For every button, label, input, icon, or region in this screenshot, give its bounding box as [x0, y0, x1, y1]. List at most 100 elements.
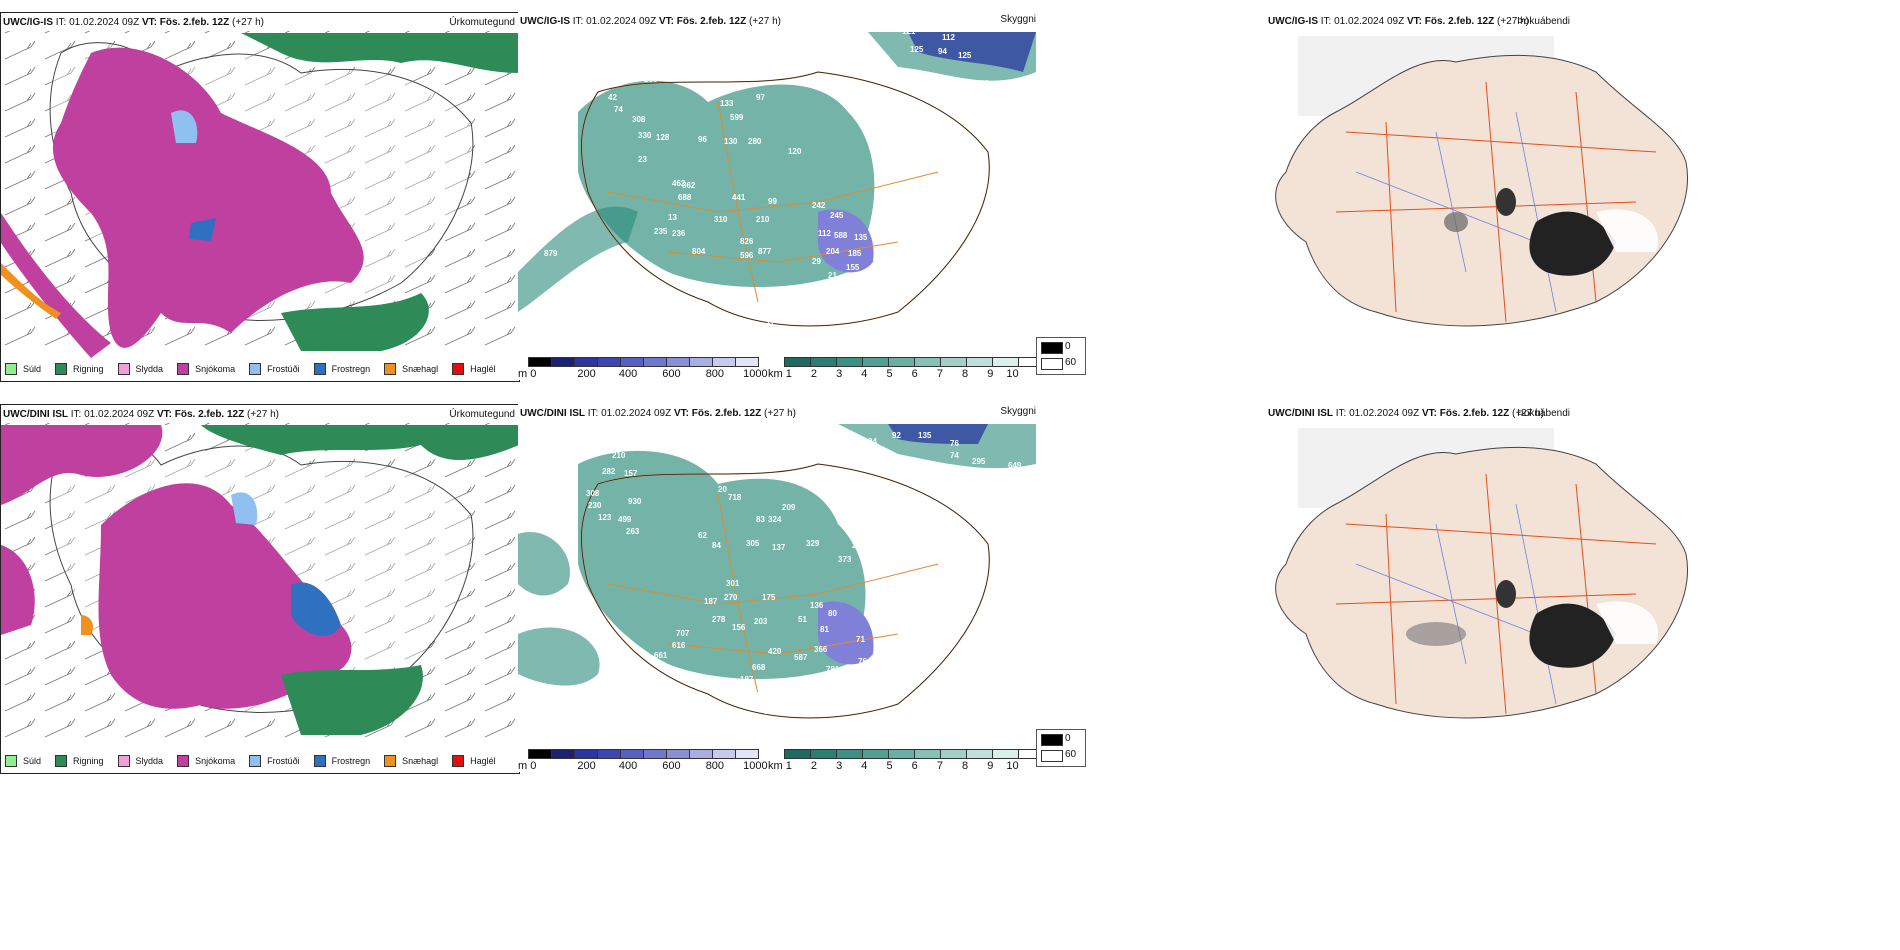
map-value: 330	[638, 131, 652, 140]
map-value: 203	[754, 617, 768, 626]
map-value: 84	[764, 707, 773, 716]
map-value: 804	[692, 247, 706, 256]
map-value: 29	[812, 257, 821, 266]
map-value: 62	[698, 531, 707, 540]
map-value: 848	[598, 441, 612, 450]
map-value: 137	[772, 543, 786, 552]
map-value: 156	[732, 623, 746, 632]
cloud-base-colorbar	[528, 749, 759, 759]
cloud-base-labels: 848 24 92 135 76 74 295 649 210 282 157 …	[558, 431, 1022, 716]
panel-title: UWC/DINI ISL IT: 01.02.2024 09Z VT: Fös.…	[520, 408, 796, 419]
panel-title: UWC/IG-IS IT: 01.02.2024 09Z VT: Fös. 2.…	[3, 17, 264, 28]
panel-title: UWC/DINI ISL IT: 01.02.2024 09Z VT: Fös.…	[1268, 408, 1544, 419]
map-value: 81	[820, 625, 829, 634]
map-value: 280	[748, 137, 762, 146]
map-value: 83	[756, 515, 765, 524]
map-value: 135	[854, 233, 868, 242]
visibility-ticks: km 1 2 3 4 5 6 7 8 9 10	[768, 760, 1019, 772]
precip-map	[1, 31, 519, 358]
panel-type-label: Skyggni	[1000, 14, 1036, 25]
map-value: 187	[740, 675, 754, 684]
map-value: 210	[756, 215, 770, 224]
fog-legend: 0 60	[1036, 729, 1086, 767]
map-value: 649	[1008, 461, 1022, 470]
map-value: 688	[678, 193, 692, 202]
map-value: 373	[838, 555, 852, 564]
map-value: 123	[598, 513, 612, 522]
map-value: 263	[626, 527, 640, 536]
map-value: 366	[814, 645, 828, 654]
map-value: 343	[558, 493, 572, 502]
map-value: 112	[942, 33, 955, 42]
map-value: 462	[672, 179, 686, 188]
legend-item: Snjókoma	[177, 363, 235, 375]
map-value: 236	[672, 229, 686, 238]
legend-item: Frostregn	[313, 755, 370, 767]
map-value: 324	[768, 515, 782, 524]
map-value: 125	[910, 45, 924, 54]
visibility-ticks: km 1 2 3 4 5 6 7 8 9 10	[768, 368, 1019, 380]
legend-item: Slydda	[117, 363, 163, 375]
map-value: 588	[834, 231, 848, 240]
legend-item: Snæhagl	[384, 363, 438, 375]
map-value: 71	[856, 635, 865, 644]
map-value: 930	[628, 497, 642, 506]
cloud-visibility-panel-igis: UWC/IG-IS IT: 01.02.2024 09Z VT: Fös. 2.…	[518, 12, 1036, 380]
map-value: 130	[724, 137, 738, 146]
legend-item: Snjókoma	[177, 755, 235, 767]
map-value: 27	[868, 269, 877, 278]
map-value: 516	[848, 53, 862, 62]
map-value: 97	[756, 93, 765, 102]
map-value: 308	[632, 115, 646, 124]
cloud-base-ticks: m 0 200 400 600 800 1000	[518, 760, 768, 772]
map-value: 133	[720, 99, 734, 108]
map-value: 21	[828, 271, 837, 280]
panel-title: UWC/IG-IS IT: 01.02.2024 09Z VT: Fös. 2.…	[520, 16, 781, 27]
map-value: 499	[618, 515, 632, 524]
map-value: 76	[950, 439, 959, 448]
panel-type-label: Þokuábendi	[1517, 408, 1570, 419]
map-value: 187	[704, 597, 718, 606]
legend-item: Rigning	[55, 363, 104, 375]
map-value: 42	[608, 93, 617, 102]
map-value: 74	[614, 105, 623, 114]
panel-title: UWC/IG-IS IT: 01.02.2024 09Z VT: Fös. 2.…	[1268, 16, 1529, 27]
map-value: 125	[958, 51, 972, 60]
map-value: 13	[668, 213, 677, 222]
cloud-base-colorbar	[528, 357, 759, 367]
map-value: 661	[654, 651, 668, 660]
map-value: 596	[740, 251, 754, 260]
map-value: 112	[818, 229, 831, 238]
map-value: 707	[676, 629, 690, 638]
map-value: 295	[972, 457, 986, 466]
map-value: 204	[826, 247, 840, 256]
precip-type-panel-igis: UWC/IG-IS IT: 01.02.2024 09Z VT: Fös. 2.…	[0, 12, 520, 382]
map-value: 120	[788, 147, 802, 156]
map-value: 362	[682, 181, 696, 190]
map-value: 135	[918, 431, 932, 440]
cloud-visibility-panel-dini: UWC/DINI ISL IT: 01.02.2024 09Z VT: Fös.…	[518, 404, 1036, 772]
map-value: 157	[624, 469, 638, 478]
map-value: 185	[848, 249, 862, 258]
map-value: 76	[858, 657, 867, 666]
visibility-colorbar	[784, 357, 1036, 367]
map-value: 92	[892, 431, 901, 440]
map-value: 301	[726, 579, 740, 588]
panel-type-label: Úrkomutegund	[449, 17, 515, 28]
map-value: 121	[902, 27, 916, 36]
fog-map	[1275, 36, 1688, 327]
map-value: 260	[644, 75, 658, 84]
fog-map	[1275, 428, 1688, 719]
map-value: 879	[544, 249, 558, 258]
map-value: 12	[980, 79, 989, 88]
legend-item: Haglél	[452, 363, 496, 375]
map-value: 175	[762, 593, 776, 602]
map-value: 282	[602, 467, 616, 476]
map-value: 420	[768, 647, 782, 656]
map-value: 235	[654, 227, 668, 236]
precip-type-panel-dini: UWC/DINI ISL IT: 01.02.2024 09Z VT: Fös.…	[0, 404, 520, 774]
legend-item: Frostúði	[249, 755, 300, 767]
map-value: 24	[868, 437, 877, 446]
panel-type-label: Þokuábendi	[1517, 16, 1570, 27]
map-value: 310	[714, 215, 728, 224]
